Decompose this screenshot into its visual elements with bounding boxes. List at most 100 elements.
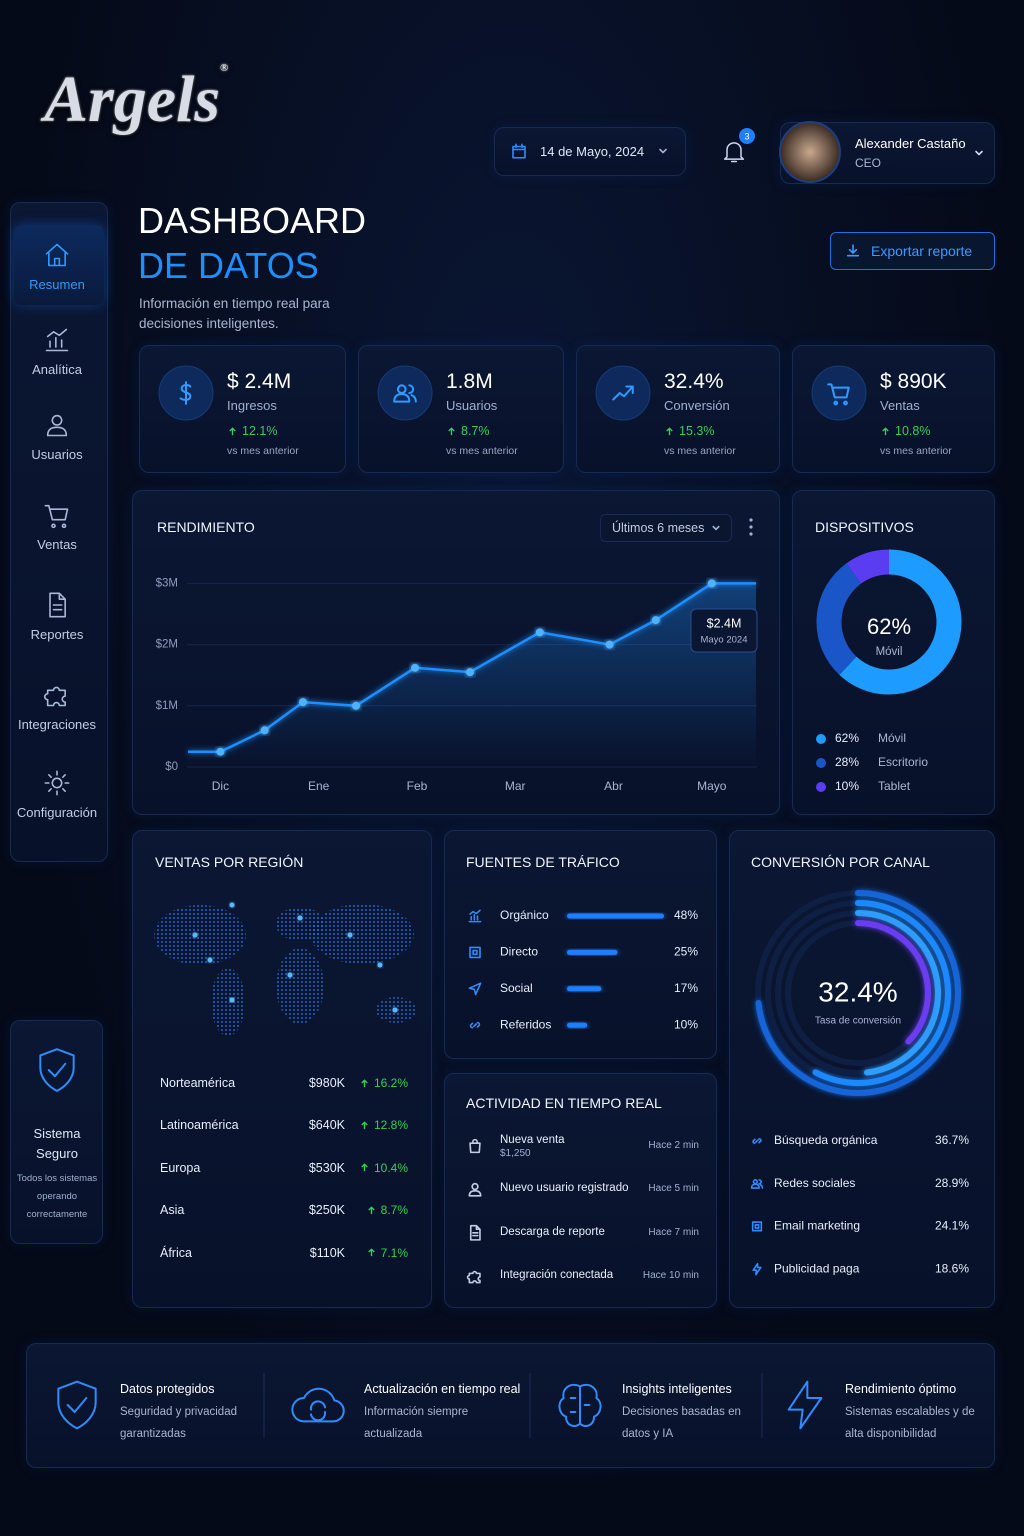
activity-panel	[444, 1073, 717, 1308]
regions-panel	[132, 830, 432, 1308]
arrow-path	[361, 1163, 368, 1172]
up-arrow	[367, 1248, 375, 1257]
feature-text: Información siempre actualizada	[364, 1406, 469, 1440]
region-sales: $530K	[308, 1160, 345, 1175]
badge	[739, 128, 755, 144]
region-change-value: 10.4%	[373, 1160, 408, 1175]
feature-text: Decisiones basadas en datos y IA	[622, 1406, 741, 1440]
page-title: DASHBOARD	[138, 200, 367, 241]
activity-time: Hace 5 min	[648, 1183, 699, 1195]
arrow-path	[229, 426, 236, 435]
activity-time: Hace 7 min	[648, 1226, 699, 1238]
chart-title: DISPOSITIVOS	[815, 519, 914, 535]
up-arrow	[367, 1206, 375, 1214]
kpi-change: 8.7%	[446, 424, 490, 438]
up-arrow	[361, 1163, 368, 1172]
nav-item[interactable]: Resumen	[29, 277, 85, 292]
nav-item[interactable]: Usuarios	[31, 447, 83, 462]
up-arrow	[229, 426, 236, 435]
activity-time: Hace 10 min	[642, 1270, 699, 1282]
period-label: Últimos 6 meses	[612, 521, 705, 535]
page-title-accent: DE DATOS	[138, 245, 319, 286]
nav-active	[14, 225, 104, 305]
region-change: 16.2%	[340, 1076, 408, 1090]
brand-mark: ®	[220, 62, 229, 74]
kpi-note: vs mes anterior	[446, 445, 518, 457]
security-title: Sistema Seguro	[33, 1126, 81, 1161]
region-name: Norteamérica	[160, 1076, 236, 1090]
region-change: 12.8%	[340, 1118, 408, 1132]
logo: Argels®	[44, 62, 228, 138]
region-change-value: 16.2%	[373, 1076, 408, 1090]
nav-item[interactable]: Configuración	[16, 805, 98, 820]
nav-item[interactable]: Integraciones	[17, 717, 97, 732]
feature-text: Sistemas escalables y de alta disponibil…	[845, 1406, 975, 1440]
kpi-change-value: 10.8%	[895, 424, 931, 438]
kpi-change: 10.8%	[880, 424, 930, 438]
kpi-value: $ 890K	[880, 370, 947, 393]
kpi-label: Usuarios	[446, 398, 498, 413]
kpi-note: vs mes anterior	[664, 445, 736, 457]
icon	[725, 143, 744, 162]
kpi-change: 15.3%	[664, 424, 714, 438]
kpi-value: $ 2.4M	[227, 370, 292, 393]
region-name: Latinoamérica	[160, 1118, 239, 1133]
activity-title: Nuevo usuario registrado	[500, 1182, 629, 1195]
region-sales: $110K	[309, 1245, 345, 1260]
arrow-path	[448, 426, 455, 435]
nav-item[interactable]: Ventas	[37, 537, 77, 552]
region-change-value: 7.1%	[380, 1245, 408, 1260]
region-name: África	[160, 1245, 192, 1260]
activity-title: Integración conectada	[500, 1269, 614, 1282]
sidebar	[10, 202, 108, 862]
nav-item[interactable]: Reportes	[30, 627, 84, 642]
region-name: Asia	[160, 1203, 185, 1218]
badge-count: 3	[744, 131, 749, 141]
activity-detail: $1,250	[500, 1148, 531, 1159]
up-arrow	[361, 1121, 368, 1130]
region-sales: $980K	[308, 1076, 345, 1090]
nav-item[interactable]: Analítica	[32, 362, 82, 377]
activity-title: Descarga de reporte	[500, 1225, 605, 1238]
kpi-note: vs mes anterior	[880, 445, 952, 457]
up-arrow	[666, 426, 673, 435]
period-dropdown[interactable]	[600, 514, 732, 542]
kpi-label: Conversión	[664, 398, 730, 413]
arrow-path	[367, 1248, 375, 1257]
arrow-path	[666, 426, 673, 435]
kpi-change-value: 15.3%	[679, 424, 715, 438]
feature-title: Datos protegidos	[120, 1382, 215, 1396]
activity-time: Hace 2 min	[648, 1140, 699, 1151]
region-sales: $640K	[308, 1118, 345, 1133]
chart-title: RENDIMIENTO	[157, 519, 255, 535]
kpi-value: 1.8M	[446, 370, 493, 393]
kpi-value: 32.4%	[664, 370, 724, 393]
export-label: Exportar reporte	[871, 243, 973, 259]
user-name: Alexander Castaño	[855, 136, 966, 151]
region-name: Europa	[160, 1160, 201, 1175]
region-change-value: 8.7%	[380, 1203, 408, 1218]
panel-title: CONVERSIÓN POR CANAL	[751, 854, 930, 870]
kpi-label: Ventas	[880, 398, 920, 413]
kpi-change-value: 8.7%	[461, 424, 490, 438]
arrow-path	[361, 1078, 368, 1087]
up-arrow	[882, 426, 889, 435]
panel-title: ACTIVIDAD EN TIEMPO REAL	[466, 1095, 662, 1111]
traffic-panel	[444, 830, 717, 1059]
up-arrow	[448, 426, 455, 435]
date-text: 14 de Mayo, 2024	[540, 144, 645, 159]
kpi-note: vs mes anterior	[227, 445, 299, 457]
security-text: Todos los sistemas operando correctament…	[16, 1173, 98, 1220]
kpi-label: Ingresos	[227, 398, 277, 413]
user-menu[interactable]	[780, 122, 995, 184]
devices-panel	[792, 490, 995, 815]
date-picker[interactable]	[494, 127, 686, 176]
page-subtitle: Información en tiempo real para decision…	[139, 296, 330, 331]
conversion-panel	[729, 830, 995, 1308]
region-sales: $250K	[308, 1203, 345, 1218]
brand: Argels	[44, 63, 221, 136]
up-arrow	[361, 1078, 368, 1087]
panel-title: VENTAS POR REGIÓN	[155, 854, 304, 870]
